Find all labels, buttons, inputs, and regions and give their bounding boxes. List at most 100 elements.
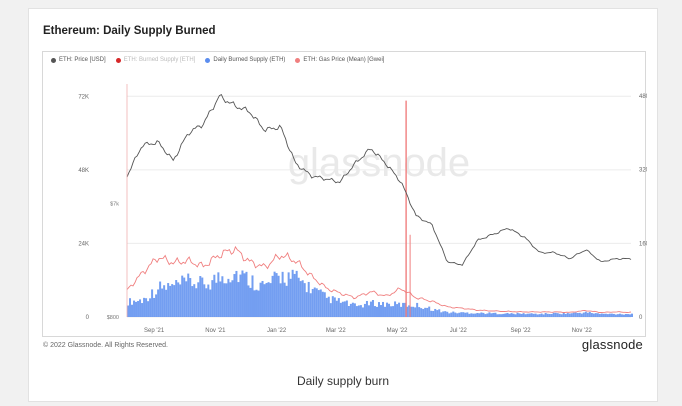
burned-supply-bar (171, 284, 174, 317)
burned-supply-bar (436, 310, 439, 317)
burned-supply-bar (540, 313, 543, 317)
burned-supply-bar (594, 313, 597, 317)
burned-supply-bar (568, 313, 571, 317)
burned-supply-bar (277, 275, 280, 317)
burned-supply-bar (369, 301, 372, 317)
burned-supply-bar (392, 306, 395, 317)
burned-supply-bar (424, 307, 427, 317)
legend-item-3[interactable]: ETH: Gas Price (Mean) [Gwei] (295, 57, 384, 63)
burned-supply-bar (359, 305, 362, 317)
burned-supply-bar (355, 306, 358, 317)
burned-supply-bar (504, 313, 507, 317)
burned-supply-bar (129, 298, 132, 317)
burned-supply-bar (490, 313, 493, 317)
legend-item-1[interactable]: ETH: Burned Supply [ETH] (115, 57, 195, 63)
y-right-tick-label: 320 (639, 168, 647, 174)
burned-supply-bar (299, 281, 302, 317)
burned-supply-bar (235, 270, 238, 317)
burned-supply-bar (518, 313, 521, 317)
burned-supply-bar (550, 313, 553, 317)
burned-supply-bar (538, 314, 541, 317)
burned-supply-bar (494, 312, 497, 317)
burned-supply-bar (468, 313, 471, 317)
burned-supply-bar (151, 289, 154, 317)
burned-supply-bar (145, 298, 148, 317)
burned-supply-bar (335, 300, 338, 317)
burned-supply-bar (349, 303, 352, 317)
burned-supply-bar (229, 282, 232, 317)
burned-supply-bar (365, 300, 368, 317)
legend-item-0[interactable]: ETH: Price [USD] (51, 57, 106, 63)
burned-supply-bar (600, 313, 603, 317)
burned-supply-bar (357, 305, 360, 317)
burned-supply-bar (239, 274, 242, 317)
burned-supply-bar (137, 301, 140, 317)
burned-supply-bar (380, 305, 383, 317)
burned-supply-bar (343, 301, 346, 317)
burned-supply-bar (221, 276, 224, 317)
x-tick-label: Nov '22 (572, 328, 593, 334)
burned-supply-bar (524, 314, 527, 317)
burned-supply-bar (592, 313, 595, 317)
legend-item-2[interactable]: Daily Burned Supply (ETH) (205, 57, 285, 63)
gas-price-line (126, 245, 632, 313)
burned-supply-bar (251, 275, 254, 317)
burned-supply-bar (472, 313, 475, 317)
burned-supply-bar (588, 311, 591, 317)
y-right-tick-label: 480 (639, 94, 647, 100)
burned-supply-bar (516, 312, 519, 317)
burned-supply-bar (219, 281, 222, 317)
burned-supply-bar (442, 311, 445, 317)
burned-supply-bar (508, 313, 511, 317)
burned-supply-bar (440, 312, 443, 317)
burned-supply-bar (207, 284, 210, 317)
burned-supply-bar (327, 296, 330, 317)
burned-supply-bar (341, 301, 344, 317)
burned-supply-bar (420, 308, 423, 317)
burned-supply-bar (337, 298, 340, 317)
burned-supply-bar (143, 297, 146, 317)
burned-supply-bar (564, 313, 567, 317)
burned-supply-bar (474, 313, 477, 317)
burned-supply-bar (414, 307, 417, 317)
burned-supply-bar (532, 313, 535, 317)
burned-supply-bar (408, 305, 411, 317)
burned-supply-bar (502, 313, 505, 317)
burned-supply-bar (556, 313, 559, 317)
burned-supply-bar (522, 313, 525, 317)
burned-supply-bar (323, 292, 326, 317)
burned-supply-bar (384, 306, 387, 317)
burned-supply-bar (291, 269, 294, 317)
burned-supply-bar (131, 304, 134, 317)
burned-supply-bar (361, 307, 364, 317)
burned-supply-bar (157, 289, 160, 317)
burned-supply-bar (247, 285, 250, 317)
burned-supply-bar (614, 314, 617, 317)
burned-supply-bar (331, 296, 334, 317)
burned-supply-bar (317, 290, 320, 317)
burned-supply-bar (353, 303, 356, 317)
burned-supply-bar (185, 281, 188, 317)
burned-supply-bar (404, 302, 407, 317)
burned-supply-bar (514, 314, 517, 317)
legend-label: Daily Burned Supply (ETH) (213, 57, 286, 63)
burned-supply-bar (548, 313, 551, 317)
burned-supply-bar (466, 312, 469, 317)
burned-supply-bar (139, 299, 142, 317)
chart-title: Ethereum: Daily Supply Burned (43, 25, 216, 37)
chart-legend: ETH: Price [USD] ETH: Burned Supply [ETH]… (51, 57, 384, 63)
burned-supply-bar (496, 314, 499, 317)
burned-supply-bar (394, 301, 397, 317)
burned-supply-bar (313, 287, 316, 317)
burned-supply-bar (462, 312, 465, 317)
glassnode-logo[interactable]: glassnode (581, 337, 643, 352)
burned-supply-bar (155, 294, 158, 317)
burned-supply-bar (390, 306, 393, 317)
burned-supply-bar (426, 307, 429, 317)
burned-supply-bar (231, 280, 234, 317)
burned-supply-bar (289, 278, 292, 317)
burned-supply-bar (295, 270, 298, 317)
burned-supply-bar (492, 312, 495, 317)
burned-supply-bar (293, 273, 296, 317)
watermark: glassnode (288, 141, 470, 185)
